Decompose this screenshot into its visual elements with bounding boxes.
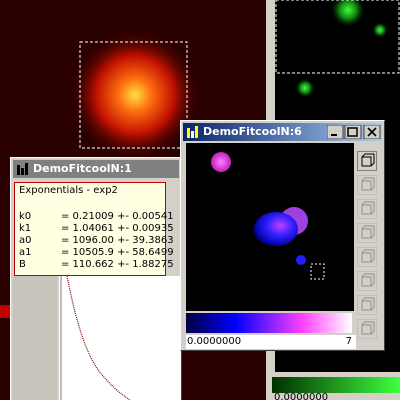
tool-button[interactable]: [357, 223, 377, 243]
green-blob: [372, 22, 388, 38]
tool-icon: [361, 273, 375, 287]
tool-button[interactable]: [357, 175, 377, 195]
toolbar: [357, 151, 377, 346]
colorbar-min: 0.0000000: [187, 336, 242, 347]
window-controls[interactable]: [327, 125, 381, 139]
app-icon: [187, 126, 198, 138]
param-name: k1: [19, 223, 32, 234]
colorbar: [186, 313, 352, 333]
param-value: = 110.662 +- 1.88275: [61, 259, 174, 270]
app-icon: [17, 163, 28, 175]
tool-icon: [361, 297, 375, 311]
title-bar[interactable]: DemoFitcoolN:1: [13, 160, 179, 178]
image-view: [186, 143, 354, 311]
param-name: k0: [19, 211, 32, 222]
param-value: = 0.21009 +- 0.00541: [61, 211, 174, 222]
tool-icon: [361, 249, 375, 263]
hot-blob: [70, 30, 200, 160]
tool-icon: [361, 225, 375, 239]
tool-icon: [361, 321, 375, 335]
green-colorbar: [272, 377, 400, 393]
tool-button[interactable]: [357, 271, 377, 291]
fit-results: Exponentials - exp2 k0 = 0.21009 +- 0.005…: [14, 182, 174, 276]
fit-heading: Exponentials - exp2: [19, 185, 118, 196]
tool-button[interactable]: [357, 319, 377, 339]
selection-rect: [275, 0, 400, 74]
param-name: a1: [19, 247, 32, 258]
tool-icon: [361, 153, 375, 167]
tool-button[interactable]: [357, 247, 377, 267]
tool-icon: [361, 201, 375, 215]
tool-icon: [361, 177, 375, 191]
tool-button[interactable]: [357, 151, 377, 171]
window[interactable]: DemoFitcoolN:1 Exponentials - exp2 k0 = 0…: [10, 157, 182, 400]
window-title: DemoFitcoolN:6: [203, 125, 302, 138]
tool-button[interactable]: [357, 295, 377, 315]
window-title: DemoFitcoolN:1: [33, 162, 132, 175]
selection-rect: [79, 41, 188, 149]
param-name: a0: [19, 235, 32, 246]
green-blob: [330, 0, 366, 28]
param-name: B: [19, 259, 26, 270]
plot: [13, 276, 181, 400]
red-strip: [0, 305, 10, 318]
window[interactable]: DemoFitcoolN:6 0.0000000 7: [180, 120, 385, 351]
green-blob: [295, 78, 315, 98]
colorbar-labels: 0.0000000 7: [186, 335, 356, 349]
param-value: = 1.04061 +- 0.00935: [61, 223, 174, 234]
colorbar-label: 0.0000000: [274, 392, 329, 400]
colorbar-max: 7: [345, 336, 352, 347]
param-value: = 1096.00 +- 39.3863: [61, 235, 174, 246]
tool-button[interactable]: [357, 199, 377, 219]
param-value: = 10505.9 +- 58.6499: [61, 247, 174, 258]
